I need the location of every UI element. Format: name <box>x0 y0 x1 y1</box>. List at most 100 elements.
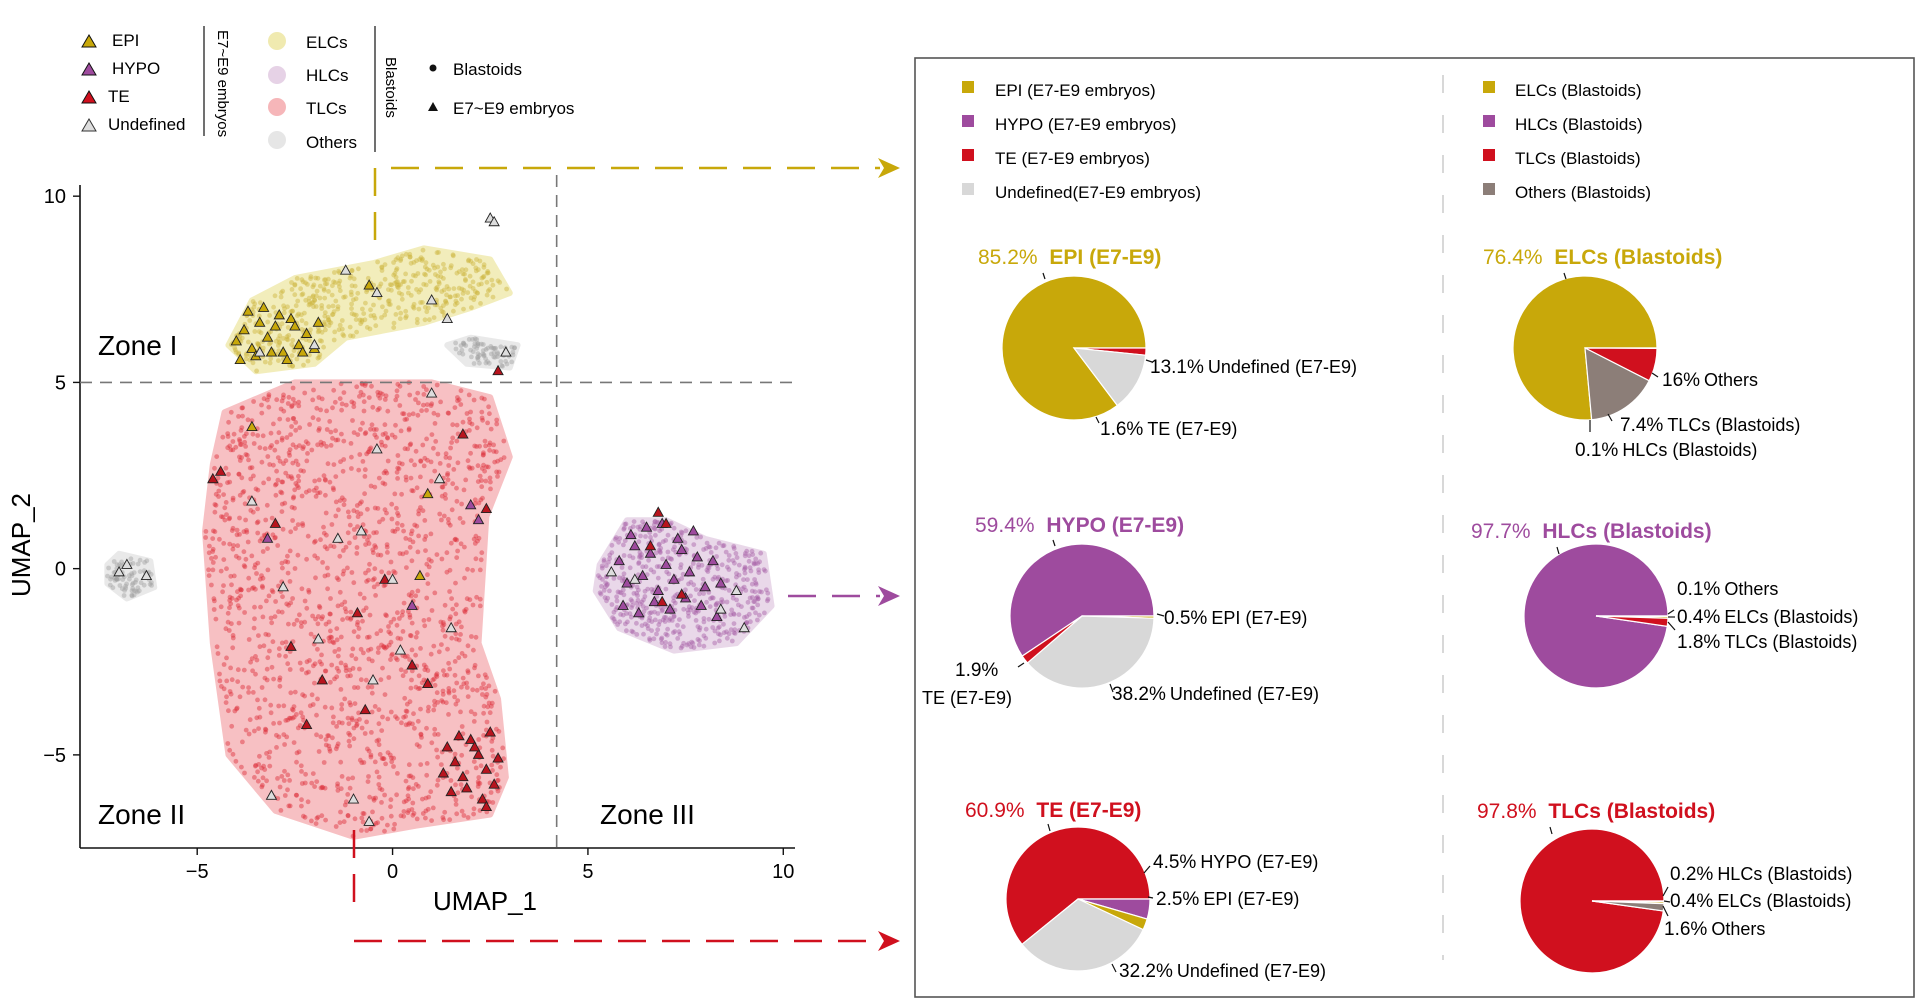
blastoid-cell <box>693 618 699 623</box>
blastoid-cell <box>322 319 327 325</box>
blastoid-cell <box>282 742 287 747</box>
blastoid-cell <box>303 771 308 777</box>
blastoid-cell <box>318 407 323 413</box>
blastoid-cell <box>440 688 446 694</box>
blastoid-cell <box>317 295 323 301</box>
blastoid-cell <box>281 732 287 737</box>
embryo-cell-te <box>351 606 364 618</box>
blastoid-cell <box>428 789 434 795</box>
blastoid-cell <box>455 765 460 771</box>
pie-te-heading: 60.9% TE (E7-E9) <box>965 799 1141 822</box>
blastoid-cell <box>213 616 219 622</box>
embryo-cell-epi <box>312 316 325 327</box>
blastoid-cell <box>447 455 453 461</box>
blastoid-cell <box>257 445 263 451</box>
blastoid-cell <box>474 425 480 431</box>
blastoid-cell <box>706 616 712 622</box>
blastoid-cell <box>688 593 693 599</box>
blastoid-cell <box>369 684 375 690</box>
blastoid-cell <box>424 402 430 407</box>
blastoid-cell <box>379 315 384 320</box>
blastoid-cell <box>663 631 669 637</box>
blastoid-cell <box>215 651 221 656</box>
blastoid-cell <box>649 628 654 633</box>
blastoid-cell <box>450 252 456 258</box>
blastoid-cell <box>448 263 454 268</box>
blastoid-cell <box>335 603 341 609</box>
blastoid-cell <box>254 368 259 374</box>
blastoid-cell <box>304 458 310 464</box>
blastoid-cell <box>271 304 276 310</box>
blastoid-cell <box>294 276 300 281</box>
blastoid-cell <box>230 439 236 444</box>
blastoid-cell <box>288 716 293 721</box>
blastoid-cell <box>448 540 454 546</box>
blastoid-cell <box>481 710 486 716</box>
blastoid-cell <box>338 759 344 765</box>
blastoid-cell <box>331 714 336 720</box>
blastoid-cell <box>290 596 295 601</box>
blastoid-cell <box>322 573 328 579</box>
blastoid-cell <box>471 806 477 812</box>
blastoid-cell <box>394 622 400 628</box>
blastoid-cell <box>306 295 312 301</box>
blastoid-cell <box>487 440 493 446</box>
blastoid-cell <box>336 720 342 725</box>
blastoid-cell <box>239 764 244 770</box>
blastoid-cell <box>271 421 276 427</box>
blastoid-cell <box>287 803 293 809</box>
embryo-cell-te <box>652 506 665 517</box>
blastoid-cell <box>724 629 729 635</box>
blastoid-cell <box>614 594 619 600</box>
blastoid-cell <box>298 763 304 769</box>
blastoid-cell <box>421 677 427 683</box>
blastoid-cell <box>276 343 281 348</box>
blastoid-cell <box>649 586 655 592</box>
blastoid-cell <box>449 596 454 601</box>
x-axis-label: UMAP_1 <box>433 886 537 916</box>
blastoid-cell <box>333 513 339 519</box>
blastoid-cell <box>237 586 243 592</box>
blastoid-cell <box>732 631 738 636</box>
blastoid-cell <box>290 337 296 343</box>
blastoid-cell <box>261 396 267 402</box>
blastoid-cell <box>480 342 486 347</box>
legend-epi-label: EPI <box>112 31 139 50</box>
blastoid-cell <box>413 273 418 279</box>
blastoid-cell <box>246 685 252 690</box>
blastoid-cell <box>338 634 344 640</box>
blastoid-cell <box>365 537 370 543</box>
legend-right-blastoids: ELCs (Blastoids) HLCs (Blastoids) TLCs (… <box>1483 81 1651 202</box>
blastoid-cell <box>213 491 219 497</box>
pie-tlcs-slices <box>1519 828 1665 974</box>
pie-epi-label-te: 1.6% TE (E7-E9) <box>1100 419 1237 440</box>
blastoid-cell <box>337 553 343 559</box>
blastoid-cell <box>454 555 460 560</box>
legend-right-hypo: HYPO (E7-E9 embryos) <box>995 115 1176 134</box>
blastoid-cell <box>621 571 627 577</box>
blastoid-cell <box>358 646 364 652</box>
blastoid-cell <box>365 779 371 784</box>
blastoid-cell <box>622 538 628 544</box>
blastoid-cell <box>634 590 640 596</box>
blastoid-cell <box>700 576 706 582</box>
blastoid-cell <box>337 589 343 595</box>
blastoid-cell <box>408 773 413 779</box>
blastoid-cell <box>629 628 635 634</box>
blastoid-cell <box>407 254 413 260</box>
blastoid-cell <box>439 289 445 294</box>
embryo-cell-epi <box>414 569 426 581</box>
blastoid-cell <box>297 660 303 666</box>
blastoid-cell <box>755 594 760 600</box>
blastoid-cell <box>310 415 316 421</box>
blastoid-cell <box>468 409 473 415</box>
blastoid-cell <box>753 556 759 562</box>
blastoid-cell <box>490 800 496 805</box>
blastoid-cell <box>393 312 399 317</box>
blastoid-cell <box>123 583 128 589</box>
blastoid-cell <box>380 432 386 437</box>
blastoid-cell <box>756 570 762 575</box>
blastoid-cell <box>114 562 120 568</box>
blastoid-cell <box>275 543 281 548</box>
embryo-cell-te <box>449 755 461 767</box>
